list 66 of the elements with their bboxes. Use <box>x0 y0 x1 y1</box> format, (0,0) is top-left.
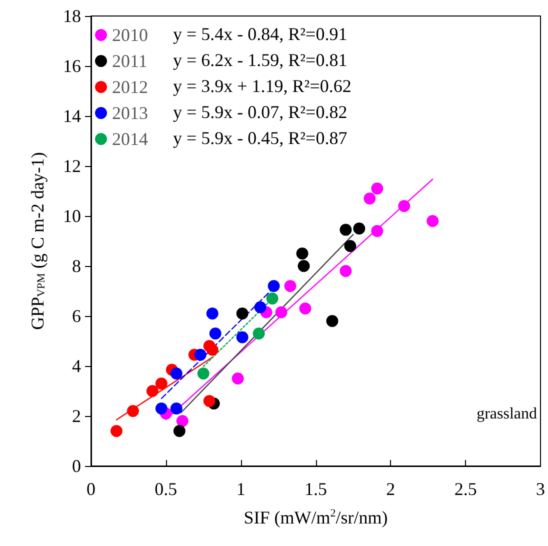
y-tick-label: 16 <box>63 56 81 76</box>
point <box>203 395 216 407</box>
point <box>173 425 186 437</box>
x-tick-label: 1 <box>236 479 246 499</box>
point <box>110 425 122 437</box>
x-tick-label: 2 <box>386 479 396 499</box>
y-tick-label: 12 <box>63 156 81 176</box>
point <box>170 368 182 380</box>
y-tick-label: 4 <box>72 356 81 376</box>
y-tick-label: 10 <box>63 206 81 226</box>
point <box>236 331 248 344</box>
legend-label: 2010 <box>112 25 148 45</box>
legend-label: 2011 <box>112 51 148 71</box>
x-tick-label: 2.5 <box>454 479 477 499</box>
legend-label: 2012 <box>112 77 148 97</box>
y-tick-label: 8 <box>72 256 81 276</box>
point <box>254 301 266 314</box>
point <box>266 292 278 304</box>
annotation: grassland <box>476 406 538 422</box>
x-tick-label: 0 <box>86 479 96 499</box>
point <box>197 368 210 380</box>
annotation: y = 6.2x - 1.59, R²=0.81 <box>173 50 348 70</box>
x-tick-label: 1.5 <box>304 479 327 499</box>
annotation: y = 5.9x - 0.45, R²=0.87 <box>173 128 348 148</box>
x-tick-label: 3 <box>536 479 545 499</box>
legend-label: 2013 <box>112 103 148 123</box>
y-tick-label: 14 <box>63 106 81 126</box>
point <box>155 402 168 414</box>
point <box>353 222 366 234</box>
annotation: y = 5.9x - 0.07, R²=0.82 <box>173 102 348 122</box>
point <box>194 348 206 361</box>
y-tick-label: 18 <box>63 6 81 26</box>
point <box>170 402 182 414</box>
point <box>126 405 139 417</box>
y-tick-label: 6 <box>72 306 81 326</box>
point <box>155 378 168 390</box>
point <box>371 225 384 237</box>
annotation: y = 5.4x - 0.84, R²=0.91 <box>173 24 348 44</box>
point <box>426 215 439 227</box>
point <box>236 308 248 320</box>
point <box>176 415 188 427</box>
point <box>284 280 296 292</box>
point <box>364 192 376 204</box>
point <box>371 182 384 194</box>
point <box>299 302 312 314</box>
point <box>268 280 280 292</box>
legend-label: 2014 <box>112 129 148 149</box>
y-tick-label: 0 <box>72 456 81 476</box>
point <box>252 328 265 340</box>
point <box>296 248 308 260</box>
point <box>146 385 158 397</box>
point <box>340 265 352 277</box>
point <box>298 260 310 272</box>
point <box>206 344 218 356</box>
point <box>398 200 410 212</box>
annotation: y = 3.9x + 1.19, R²=0.62 <box>173 76 352 96</box>
point <box>326 315 338 327</box>
y-tick-label: 2 <box>72 406 81 426</box>
point <box>344 240 356 252</box>
point <box>275 306 288 318</box>
y-axis-title: GPPVPM (g C m-2 day-1) <box>28 152 48 330</box>
point <box>340 224 352 236</box>
point <box>209 328 222 340</box>
point <box>232 372 244 384</box>
x-tick-label: 0.5 <box>154 479 178 499</box>
point <box>206 308 218 320</box>
